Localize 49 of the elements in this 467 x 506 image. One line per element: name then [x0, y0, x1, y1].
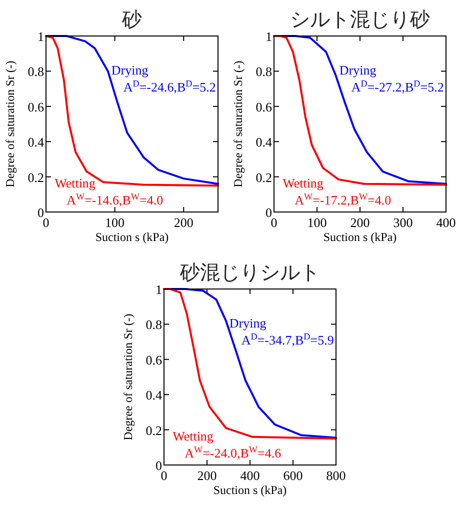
- y-axis-title: Degree of saturation Sr (-): [3, 60, 17, 188]
- x-tick-label: 200: [197, 468, 217, 483]
- series-label: Drying: [229, 316, 267, 331]
- y-tick-label: 0.6: [256, 99, 272, 114]
- y-tick-label: 0.4: [28, 134, 44, 150]
- y-tick-label: 0.2: [146, 422, 162, 438]
- annotation: A$^{W}$=-14.6,B$^{W}$=4.0: [66, 191, 164, 208]
- y-tick-label: 0.6: [146, 352, 162, 368]
- chart-title: 砂: [121, 9, 142, 31]
- y-tick-label: 1: [156, 282, 162, 297]
- y-axis-title: Degree of saturation Sr (-): [231, 60, 245, 188]
- y-tick-label: 0: [38, 205, 44, 220]
- chart-title: シルト混じり砂: [290, 9, 430, 31]
- x-tick-label: 100: [307, 215, 327, 230]
- x-axis-title: Suction s (kPa): [323, 230, 397, 244]
- annotation: A$^{W}$=-17.2,B$^{W}$=4.0: [294, 191, 392, 208]
- y-tick-label: 0.2: [256, 170, 272, 185]
- y-tick-label: 0.4: [256, 134, 272, 150]
- annotation: A$^{W}$=-24.0,B$^{W}$=4.6: [184, 444, 282, 460]
- y-tick-label: 0.4: [146, 388, 162, 403]
- series-label: Wetting: [54, 175, 96, 190]
- x-tick-label: 400: [240, 468, 260, 483]
- y-tick-label: 0.8: [256, 64, 272, 80]
- y-tick-label: 0.8: [146, 317, 162, 332]
- x-tick-label: 400: [436, 215, 456, 230]
- annotation: A$^{D}$=-27.2,B$^{D}$=5.2: [351, 78, 444, 95]
- x-tick-label: 600: [283, 468, 303, 483]
- x-tick-label: 200: [174, 215, 194, 230]
- y-axis-title: Degree of saturation Sr (-): [121, 314, 135, 440]
- x-tick-label: 300: [393, 215, 413, 230]
- x-tick-label: 200: [350, 215, 370, 230]
- y-tick-label: 1: [266, 29, 272, 44]
- series-label: Drying: [339, 62, 377, 78]
- annotation: A$^{D}$=-34.7,B$^{D}$=5.9: [241, 332, 334, 348]
- series-label: Wetting: [282, 175, 324, 190]
- series-label: Wetting: [172, 428, 214, 444]
- y-tick-label: 0: [156, 458, 162, 473]
- y-tick-label: 0: [266, 205, 272, 220]
- series-label: Drying: [111, 62, 149, 78]
- x-axis-title: Suction s (kPa): [95, 230, 169, 244]
- y-tick-label: 1: [38, 29, 44, 44]
- x-tick-label: 800: [326, 468, 346, 483]
- x-axis-title: Suction s (kPa): [213, 483, 287, 497]
- chart-title: 砂混じりシルト: [179, 262, 320, 284]
- y-tick-label: 0.6: [28, 99, 44, 114]
- x-tick-label: 100: [105, 215, 125, 230]
- y-tick-label: 0.8: [28, 64, 44, 80]
- y-tick-label: 0.2: [28, 170, 44, 185]
- annotation: A$^{D}$=-24.6,B$^{D}$=5.2: [123, 78, 216, 95]
